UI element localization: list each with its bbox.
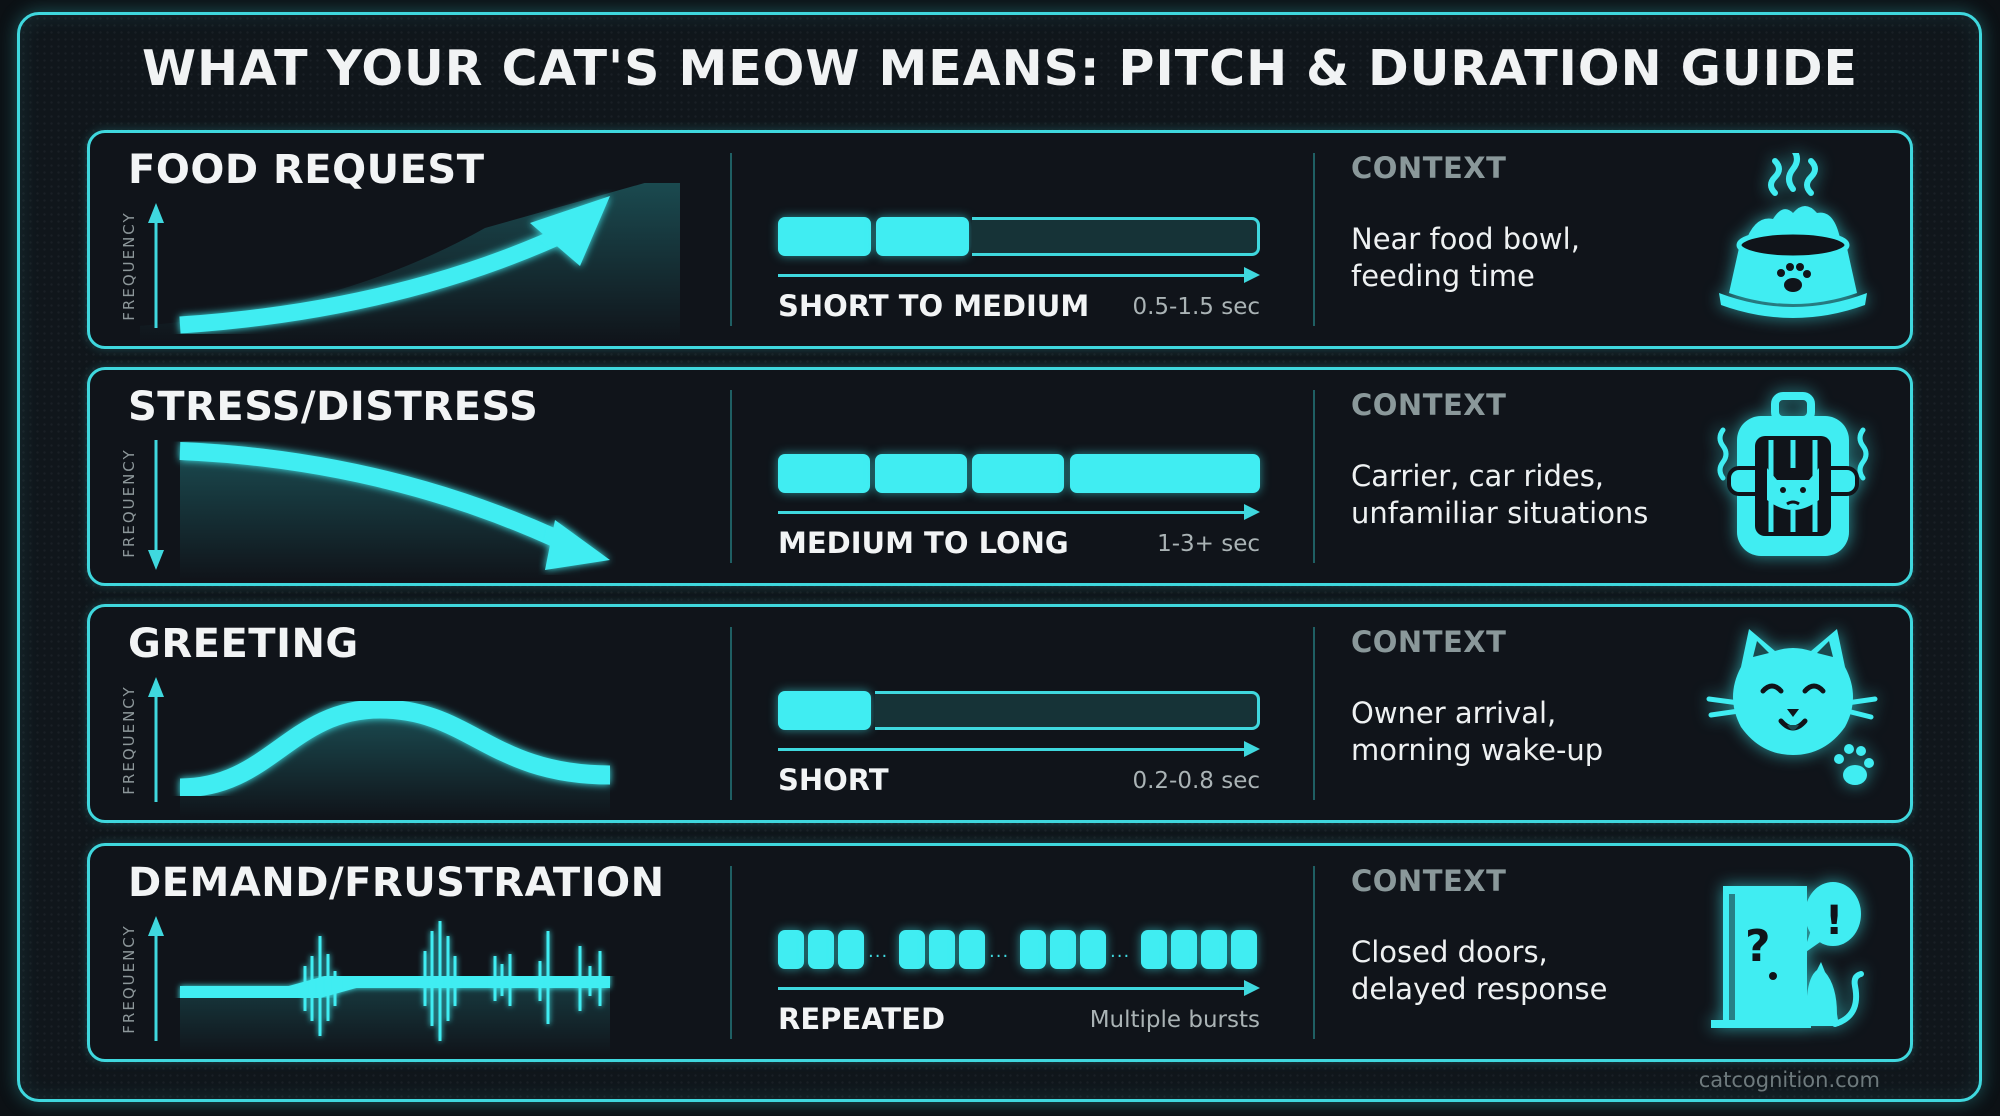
duration-segment bbox=[778, 217, 871, 256]
context-text: Closed doors, delayed response bbox=[1351, 934, 1711, 1008]
row-label: FOOD REQUEST bbox=[128, 147, 485, 193]
time-arrow-icon bbox=[1244, 980, 1260, 996]
row-label: DEMAND/FRUSTRATION bbox=[128, 860, 665, 906]
duration-remaining bbox=[875, 691, 1260, 730]
context-line: unfamiliar situations bbox=[1351, 496, 1649, 530]
row-label: STRESS/DISTRESS bbox=[128, 384, 539, 430]
duration-segment bbox=[1171, 930, 1197, 969]
cat-carrier-icon bbox=[1717, 392, 1869, 556]
duration-panel: MEDIUM TO LONG 1-3+ sec bbox=[778, 370, 1268, 583]
duration-bar bbox=[778, 454, 1260, 493]
column-divider bbox=[1313, 627, 1315, 800]
duration-label: SHORT bbox=[778, 763, 889, 797]
gap-dots: ··· bbox=[989, 946, 1010, 967]
row-food-request: FOOD REQUEST FREQUENCY SHORT TO MEDIUM 0… bbox=[87, 130, 1913, 349]
gap-dots: ··· bbox=[868, 946, 889, 967]
duration-segment bbox=[1050, 930, 1076, 969]
svg-text:?: ? bbox=[1745, 921, 1771, 972]
duration-segment bbox=[1080, 930, 1106, 969]
duration-segment bbox=[899, 930, 925, 969]
duration-segment bbox=[876, 217, 969, 256]
context-line: Owner arrival, bbox=[1351, 696, 1557, 730]
duration-remaining bbox=[972, 217, 1260, 256]
duration-bar bbox=[778, 691, 1260, 730]
duration-segment bbox=[1070, 454, 1260, 493]
duration-label: REPEATED bbox=[778, 1002, 946, 1036]
context-heading: CONTEXT bbox=[1351, 151, 1507, 185]
context-heading: CONTEXT bbox=[1351, 864, 1507, 898]
duration-segment bbox=[778, 930, 804, 969]
column-divider bbox=[730, 866, 732, 1039]
time-axis bbox=[778, 748, 1248, 751]
frequency-axis-label: FREQUENCY bbox=[120, 211, 138, 321]
duration-segment bbox=[1201, 930, 1227, 969]
duration-segment bbox=[1020, 930, 1046, 969]
duration-segment bbox=[959, 930, 985, 969]
duration-segment bbox=[1141, 930, 1167, 969]
context-line: delayed response bbox=[1351, 972, 1608, 1006]
duration-bar bbox=[778, 217, 1260, 256]
duration-range: 0.5-1.5 sec bbox=[1132, 294, 1260, 320]
watermark: catcognition.com bbox=[1698, 1068, 1880, 1092]
food-bowl-icon bbox=[1719, 153, 1867, 318]
frequency-axis-label: FREQUENCY bbox=[120, 924, 138, 1034]
frequency-axis-label: FREQUENCY bbox=[120, 448, 138, 558]
duration-segment bbox=[808, 930, 834, 969]
pitch-bursts-graph bbox=[148, 916, 610, 1056]
pitch-rise-fall-graph bbox=[148, 677, 611, 817]
time-axis bbox=[778, 511, 1248, 514]
context-line: feeding time bbox=[1351, 259, 1535, 293]
happy-cat-icon bbox=[1706, 629, 1878, 785]
row-stress-distress: STRESS/DISTRESS FREQUENCY MEDIUM TO LONG… bbox=[87, 367, 1913, 586]
column-divider bbox=[1313, 390, 1315, 563]
context-text: Near food bowl, feeding time bbox=[1351, 221, 1711, 295]
row-demand-frustration: DEMAND/FRUSTRATION FREQUENCY ··· ··· bbox=[87, 843, 1913, 1062]
context-heading: CONTEXT bbox=[1351, 388, 1507, 422]
pitch-falling-graph bbox=[148, 440, 610, 580]
duration-segment bbox=[778, 691, 871, 730]
duration-label: SHORT TO MEDIUM bbox=[778, 289, 1090, 323]
column-divider bbox=[1313, 866, 1315, 1039]
time-arrow-icon bbox=[1244, 504, 1260, 520]
context-heading: CONTEXT bbox=[1351, 625, 1507, 659]
row-greeting: GREETING FREQUENCY SHORT 0.2-0.8 sec CON… bbox=[87, 604, 1913, 823]
duration-bar: ··· ··· ··· bbox=[778, 930, 1260, 969]
duration-panel: ··· ··· ··· REPEATED Multiple bursts bbox=[778, 846, 1268, 1059]
frequency-axis-label: FREQUENCY bbox=[120, 685, 138, 795]
column-divider bbox=[730, 390, 732, 563]
gap-dots: ··· bbox=[1110, 946, 1131, 967]
duration-range: Multiple bursts bbox=[1089, 1007, 1260, 1033]
page-title: WHAT YOUR CAT'S MEOW MEANS: PITCH & DURA… bbox=[141, 40, 1859, 97]
time-arrow-icon bbox=[1244, 741, 1260, 757]
duration-segment bbox=[1231, 930, 1257, 969]
duration-segment bbox=[972, 454, 1064, 493]
context-text: Carrier, car rides, unfamiliar situation… bbox=[1351, 458, 1711, 532]
row-label: GREETING bbox=[128, 621, 359, 667]
time-axis bbox=[778, 274, 1248, 277]
svg-text:!: ! bbox=[1825, 898, 1843, 944]
time-arrow-icon bbox=[1244, 267, 1260, 283]
column-divider bbox=[730, 153, 732, 326]
duration-segment bbox=[778, 454, 870, 493]
duration-segment bbox=[875, 454, 967, 493]
time-axis bbox=[778, 987, 1248, 990]
column-divider bbox=[730, 627, 732, 800]
duration-segment bbox=[929, 930, 955, 969]
column-divider bbox=[1313, 153, 1315, 326]
closed-door-cat-icon: ? ! bbox=[1711, 882, 1864, 1028]
duration-range: 1-3+ sec bbox=[1157, 531, 1260, 557]
duration-panel: SHORT 0.2-0.8 sec bbox=[778, 607, 1268, 820]
context-line: Closed doors, bbox=[1351, 935, 1548, 969]
context-line: morning wake-up bbox=[1351, 733, 1604, 767]
context-line: Carrier, car rides, bbox=[1351, 459, 1605, 493]
context-text: Owner arrival, morning wake-up bbox=[1351, 695, 1711, 769]
context-line: Near food bowl, bbox=[1351, 222, 1580, 256]
duration-range: 0.2-0.8 sec bbox=[1132, 768, 1260, 794]
pitch-rising-graph bbox=[140, 183, 680, 343]
duration-segment bbox=[838, 930, 864, 969]
duration-panel: SHORT TO MEDIUM 0.5-1.5 sec bbox=[778, 133, 1268, 346]
duration-label: MEDIUM TO LONG bbox=[778, 526, 1069, 560]
